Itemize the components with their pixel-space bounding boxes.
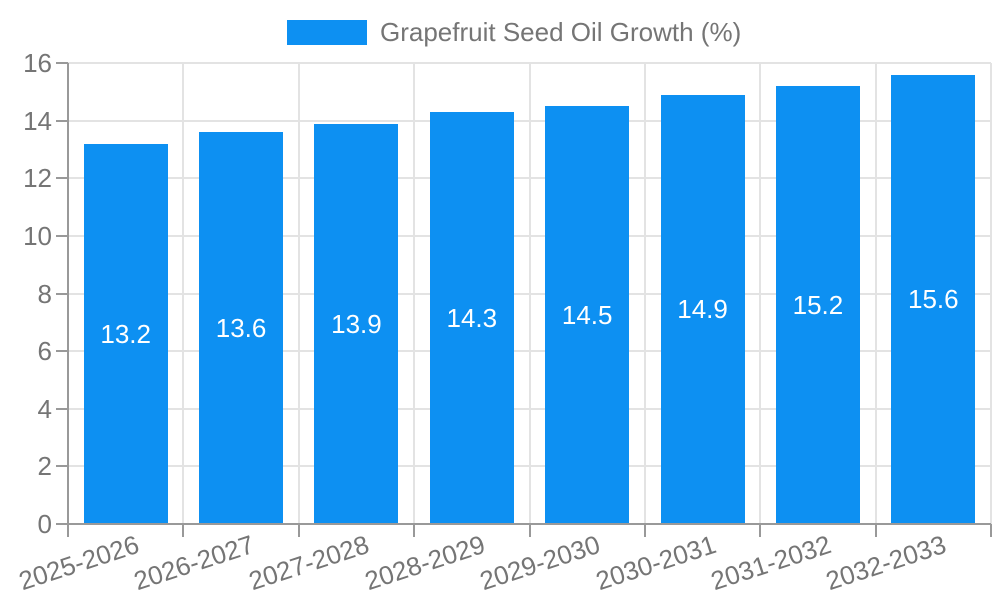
- y-axis-label: 4: [37, 393, 52, 424]
- bar-value-label: 14.3: [446, 302, 498, 333]
- x-tick: [182, 524, 185, 537]
- bar-value-label: 13.9: [331, 308, 382, 339]
- x-gridline: [874, 63, 877, 524]
- bar-value-label: 13.2: [100, 318, 151, 349]
- y-tick: [56, 292, 68, 295]
- x-tick: [990, 524, 992, 537]
- y-tick: [56, 62, 68, 64]
- x-gridline: [413, 63, 416, 524]
- y-tick: [56, 177, 68, 180]
- bar[interactable]: [775, 86, 860, 524]
- y-axis-label: 16: [23, 48, 52, 78]
- bar-value-label: 14.9: [677, 294, 728, 325]
- bar[interactable]: [314, 123, 399, 524]
- y-axis-label: 8: [37, 278, 52, 309]
- x-gridline: [297, 63, 300, 524]
- x-tick: [528, 524, 531, 537]
- y-tick: [56, 350, 68, 353]
- y-tick: [56, 234, 68, 237]
- legend-label: Grapefruit Seed Oil Growth (%): [380, 17, 742, 47]
- legend-swatch: [287, 19, 367, 45]
- bar-value-label: 14.5: [561, 300, 613, 331]
- x-gridline: [990, 63, 992, 524]
- y-tick: [56, 523, 68, 525]
- x-tick: [874, 524, 877, 537]
- x-axis-line: [68, 523, 991, 525]
- y-axis-label: 0: [37, 509, 52, 539]
- x-tick: [67, 524, 69, 537]
- x-gridline: [643, 63, 646, 524]
- x-gridline: [182, 63, 185, 524]
- bar[interactable]: [545, 106, 630, 524]
- y-axis-label: 6: [37, 336, 52, 367]
- x-tick: [297, 524, 300, 537]
- bar-value-label: 15.2: [792, 290, 844, 321]
- y-axis-label: 10: [23, 220, 52, 251]
- bar[interactable]: [429, 111, 514, 524]
- bar[interactable]: [660, 94, 745, 524]
- y-tick: [56, 407, 68, 410]
- bar[interactable]: [199, 132, 284, 524]
- y-axis-label: 14: [23, 105, 52, 136]
- x-gridline: [528, 63, 531, 524]
- x-tick: [643, 524, 646, 537]
- y-tick: [56, 465, 68, 468]
- bar[interactable]: [83, 143, 168, 524]
- y-axis-label: 2: [37, 451, 52, 482]
- legend[interactable]: Grapefruit Seed Oil Growth (%): [287, 19, 741, 45]
- y-axis-label: 12: [23, 163, 52, 194]
- x-gridline: [759, 63, 762, 524]
- bar[interactable]: [891, 74, 976, 524]
- x-tick: [759, 524, 762, 537]
- bar-value-label: 15.6: [908, 284, 959, 315]
- y-tick: [56, 119, 68, 122]
- y-axis-line: [67, 63, 69, 524]
- bar-value-label: 13.6: [215, 313, 267, 344]
- x-tick: [413, 524, 416, 537]
